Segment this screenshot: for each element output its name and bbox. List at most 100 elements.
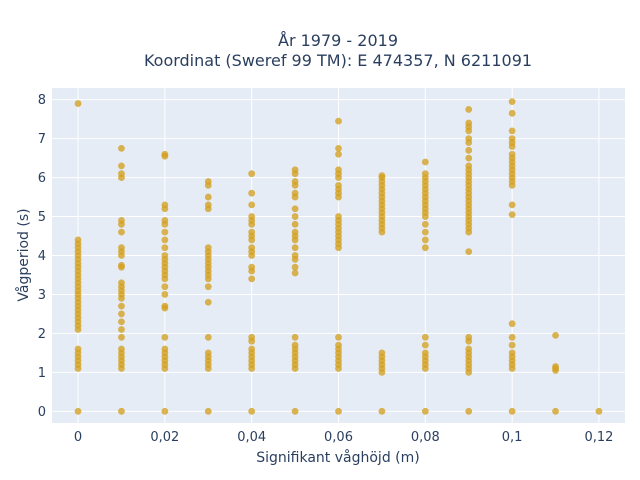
data-point xyxy=(204,349,212,357)
data-point xyxy=(421,236,429,244)
x-tick-label: 0 xyxy=(74,430,82,445)
data-point xyxy=(161,244,169,252)
data-point xyxy=(508,135,516,143)
data-point xyxy=(465,106,473,113)
data-point xyxy=(204,283,212,291)
data-point xyxy=(508,333,516,341)
data-point xyxy=(552,363,559,370)
data-points xyxy=(74,98,603,415)
x-tick-label: 0,06 xyxy=(324,430,353,445)
data-point xyxy=(291,213,299,220)
data-point xyxy=(118,228,125,236)
data-point xyxy=(291,263,299,271)
y-axis-title: Vågperiod (s) xyxy=(15,208,32,301)
x-axis-title: Signifikant våghöjd (m) xyxy=(256,449,419,466)
data-point xyxy=(291,333,299,341)
y-tick-label: 2 xyxy=(38,327,46,342)
data-point xyxy=(421,244,429,252)
data-point xyxy=(508,201,516,209)
data-point xyxy=(335,150,342,158)
data-point xyxy=(335,144,342,152)
data-point xyxy=(118,162,125,170)
data-point xyxy=(248,189,256,197)
data-point xyxy=(291,341,299,349)
data-point xyxy=(508,349,516,357)
y-tick-label: 8 xyxy=(38,93,46,108)
data-point xyxy=(465,345,473,353)
data-point xyxy=(291,244,299,252)
y-tick-label: 0 xyxy=(38,405,46,420)
data-point xyxy=(421,158,429,166)
data-point xyxy=(248,345,256,353)
data-point xyxy=(335,213,342,220)
data-point xyxy=(118,144,125,152)
data-point xyxy=(161,333,169,341)
data-point xyxy=(465,119,473,127)
x-tick-labels: 0 0,02 0,04 0,06 0,08 0,1 0,12 xyxy=(74,430,614,445)
data-point xyxy=(291,252,299,259)
data-point xyxy=(118,217,125,224)
data-point xyxy=(508,150,516,158)
data-point xyxy=(508,98,516,106)
data-point xyxy=(161,201,169,209)
data-point xyxy=(465,135,473,143)
data-point xyxy=(118,279,125,287)
x-tick-label: 0,1 xyxy=(502,430,523,445)
chart-title-line1: År 1979 - 2019 xyxy=(278,31,398,50)
y-tick-label: 7 xyxy=(38,132,46,147)
data-point xyxy=(291,220,299,228)
data-point xyxy=(204,407,212,415)
data-point xyxy=(335,181,342,189)
data-point xyxy=(118,310,125,318)
grid-layer xyxy=(52,88,625,423)
data-point xyxy=(204,193,212,201)
data-point xyxy=(465,248,473,256)
y-tick-label: 5 xyxy=(38,210,46,225)
data-point xyxy=(421,228,429,236)
data-point xyxy=(161,150,169,158)
data-point xyxy=(291,189,299,197)
data-point xyxy=(508,341,516,349)
data-point xyxy=(161,236,169,244)
data-point xyxy=(204,298,212,306)
data-point xyxy=(248,333,256,341)
data-point xyxy=(291,205,299,213)
data-point xyxy=(161,302,169,310)
data-point xyxy=(248,407,256,415)
data-point xyxy=(74,100,82,107)
data-point xyxy=(161,283,169,291)
data-point xyxy=(421,349,429,357)
data-point xyxy=(74,236,82,244)
data-point xyxy=(508,109,516,117)
y-tick-label: 3 xyxy=(38,288,46,303)
data-point xyxy=(118,318,125,326)
data-point xyxy=(248,228,256,236)
data-point xyxy=(291,166,299,174)
data-point xyxy=(118,261,125,269)
data-point xyxy=(552,331,559,339)
data-point xyxy=(335,341,342,349)
data-point xyxy=(248,244,256,252)
data-point xyxy=(118,302,125,310)
data-point xyxy=(291,178,299,185)
data-point xyxy=(508,127,516,135)
x-tick-label: 0,08 xyxy=(411,430,440,445)
data-point xyxy=(291,269,299,277)
data-point xyxy=(421,333,429,341)
x-tick-label: 0,02 xyxy=(150,430,179,445)
data-point xyxy=(248,275,256,283)
data-point xyxy=(204,178,212,185)
data-point xyxy=(161,228,169,236)
data-point xyxy=(465,154,473,162)
data-point xyxy=(248,170,256,178)
data-point xyxy=(248,213,256,220)
data-point xyxy=(508,320,516,328)
data-point xyxy=(161,252,169,259)
data-point xyxy=(465,146,473,154)
data-point xyxy=(118,244,125,252)
data-point xyxy=(118,170,125,178)
data-point xyxy=(291,228,299,236)
y-tick-label: 4 xyxy=(38,249,46,264)
data-point xyxy=(552,407,559,415)
